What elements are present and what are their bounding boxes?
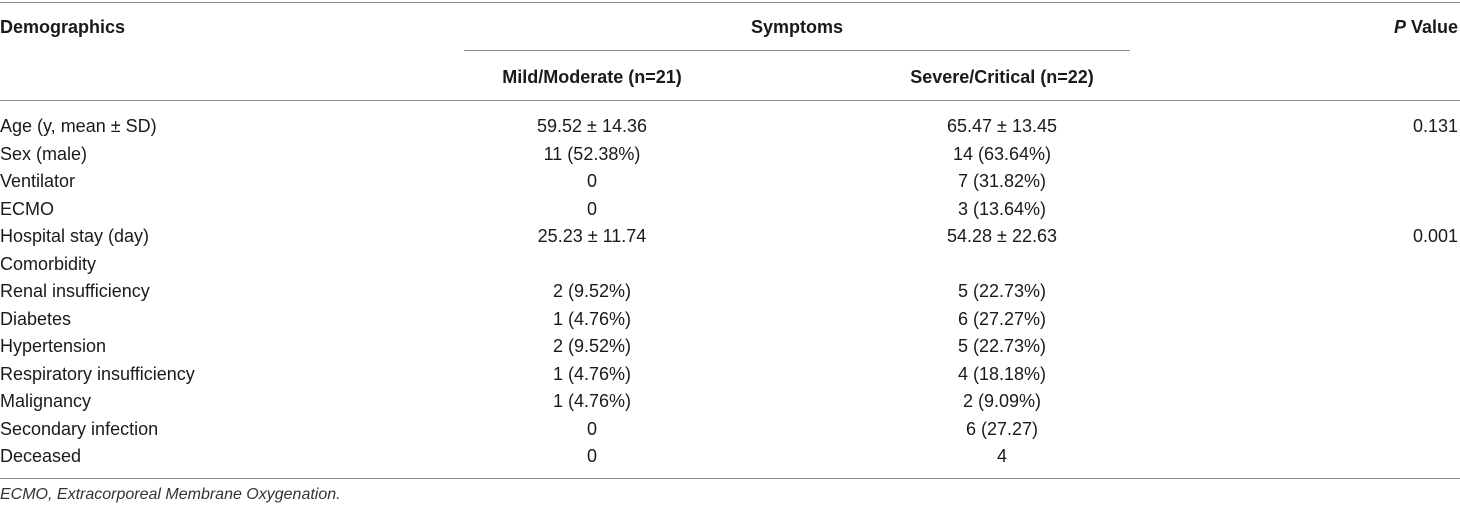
row-severe-value: 5 (22.73%) <box>957 281 1047 301</box>
row-label: Sex (male) <box>0 143 88 164</box>
row-severe-value: 4 (18.18%) <box>957 363 1047 384</box>
row-severe-value: 65.47 ± 13.45 <box>947 116 1057 136</box>
row-label: Malignancy <box>0 391 92 411</box>
row-mild-value: 0 <box>586 418 597 439</box>
row-label: Age (y, mean ± SD) <box>0 116 157 136</box>
row-mild-value: 25.23 ± 11.74 <box>537 226 647 246</box>
symptoms-span-rule <box>464 50 1130 51</box>
row-label: Renal insufficiency <box>0 281 150 301</box>
row-mild-value: 0 <box>586 446 597 466</box>
row-label: Respiratory insufficiency <box>0 363 195 384</box>
row-severe-value: 7 (31.82%) <box>957 171 1047 191</box>
row-mild-value: 2 (9.52%) <box>552 336 632 356</box>
table-footnote: ECMO, Extracorporeal Membrane Oxygenatio… <box>0 486 341 503</box>
row-label: Diabetes <box>0 308 72 329</box>
row-label: Hypertension <box>0 336 107 356</box>
row-label: ECMO <box>0 198 54 219</box>
row-mild-value: 1 (4.76%) <box>552 363 632 384</box>
header-bottom-rule <box>0 100 1460 101</box>
header-p-letter: P <box>1393 17 1406 37</box>
row-mild-value: 0 <box>586 171 597 191</box>
row-p-value: 0.131 <box>1412 116 1458 136</box>
table-top-rule <box>0 2 1460 3</box>
row-mild-value: 11 (52.38%) <box>543 143 641 164</box>
row-label: Deceased <box>0 446 82 466</box>
row-severe-value: 3 (13.64%) <box>957 198 1047 219</box>
row-severe-value: 54.28 ± 22.63 <box>947 226 1057 246</box>
header-p-value: P Value <box>1300 16 1458 38</box>
row-severe-value: 4 <box>996 446 1007 466</box>
row-severe-value: 14 (63.64%) <box>952 143 1052 164</box>
row-label: Secondary infection <box>0 418 159 439</box>
row-mild-value: 2 (9.52%) <box>552 281 632 301</box>
header-symptoms: Symptoms <box>750 17 844 37</box>
row-label: Ventilator <box>0 171 76 191</box>
row-severe-value: 5 (22.73%) <box>957 336 1047 356</box>
row-mild-value: 0 <box>586 198 597 219</box>
row-mild-value: 1 (4.76%) <box>552 308 632 329</box>
header-mild-moderate: Mild/Moderate (n=21) <box>502 67 682 87</box>
row-label: Comorbidity <box>0 253 97 274</box>
row-label: Hospital stay (day) <box>0 226 150 246</box>
row-mild-value: 1 (4.76%) <box>552 391 632 411</box>
row-mild-value: 59.52 ± 14.36 <box>537 116 647 136</box>
row-severe-value: 6 (27.27) <box>965 418 1039 439</box>
header-severe-critical: Severe/Critical (n=22) <box>910 67 1094 87</box>
header-demographics: Demographics <box>0 17 126 37</box>
row-severe-value: 2 (9.09%) <box>962 391 1042 411</box>
row-severe-value: 6 (27.27%) <box>957 308 1047 329</box>
table-bottom-rule <box>0 478 1460 479</box>
row-p-value: 0.001 <box>1412 226 1458 246</box>
header-value-word: Value <box>1405 17 1458 37</box>
